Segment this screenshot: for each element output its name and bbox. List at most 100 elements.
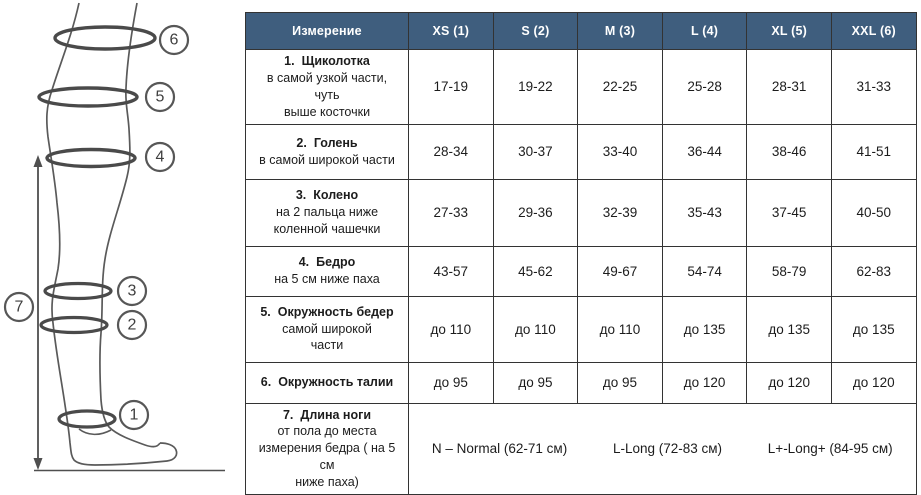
- column-header-size: M (3): [577, 12, 663, 50]
- measurement-label: 7. Длина ноги от пола до места измерения б…: [245, 402, 409, 495]
- size-value: до 95: [492, 361, 579, 404]
- size-value: до 120: [830, 361, 917, 404]
- column-header-size: XL (5): [746, 12, 832, 50]
- svg-text:4: 4: [156, 149, 165, 166]
- size-value: до 135: [746, 295, 832, 363]
- measurement-label: 5. Окружность бедер самой широкой части: [245, 295, 409, 363]
- column-header-size: XS (1): [408, 12, 494, 50]
- measurement-number: 2.: [296, 135, 307, 150]
- table-row: 4. Бедро на 5 см ниже паха 43-57 45-62 49-67 5…: [245, 245, 917, 297]
- size-value: 25-28: [661, 49, 748, 125]
- ring-3: [43, 281, 113, 301]
- size-value: до 120: [746, 361, 832, 404]
- size-value: 45-62: [492, 245, 579, 297]
- leg-length-options: N – Normal (62-71 см) L-Long (72-83 см) L+…: [408, 402, 917, 495]
- size-value: до 120: [661, 361, 748, 404]
- size-value: 54-74: [661, 245, 748, 297]
- measurement-title: 6. Окружность талии: [260, 375, 394, 390]
- arrow-down-icon: [33, 458, 43, 470]
- measure-marker-7: 7: [3, 291, 35, 323]
- measurement-title: 1. Щиколотка: [284, 54, 370, 68]
- measurement-number: 6.: [260, 375, 272, 390]
- table-row: 5. Окружность бедер самой широкой части до …: [245, 295, 917, 363]
- size-table-header: Измерение XS (1) S (2) M (3) L (4) XL (5) XXL …: [245, 12, 917, 50]
- size-value: 19-22: [492, 49, 579, 125]
- leg-outline-front: [98, 2, 161, 448]
- table-row: 7. Длина ноги от пола до места измерения б…: [245, 402, 917, 495]
- size-value: до 110: [492, 295, 579, 363]
- size-value: 62-83: [830, 245, 917, 297]
- size-value: 38-46: [746, 123, 832, 180]
- column-header-measurement: Измерение: [245, 12, 409, 50]
- size-value: 27-33: [408, 178, 494, 247]
- header-row: Измерение XS (1) S (2) M (3) L (4) XL (5) XXL …: [245, 12, 917, 50]
- measure-marker-3: 3: [116, 275, 148, 307]
- size-value: 58-79: [746, 245, 832, 297]
- svg-text:2: 2: [128, 317, 137, 334]
- column-header-size: XXL (6): [830, 12, 917, 50]
- size-value: 30-37: [492, 123, 579, 180]
- size-value: до 135: [830, 295, 917, 363]
- leg-length-option: L-Long (72-83 см): [612, 441, 723, 457]
- size-value: до 110: [577, 295, 663, 363]
- size-value: 35-43: [661, 178, 748, 247]
- size-value: 31-33: [830, 49, 917, 125]
- measurement-subtitle: от пола до места измерения бедра ( на 5 …: [258, 424, 396, 489]
- svg-text:1: 1: [130, 407, 139, 424]
- svg-text:6: 6: [170, 32, 179, 49]
- measurement-subtitle: самой широкой части: [282, 321, 372, 353]
- measurement-label: 2. Голень в самой широкой части: [245, 123, 409, 180]
- measure-marker-6: 6: [158, 24, 190, 56]
- measurement-label: 6. Окружность талии: [245, 361, 409, 404]
- size-value: 17-19: [408, 49, 494, 125]
- measurement-subtitle: на 2 пальца ниже коленной чашечки: [273, 205, 381, 236]
- measurement-subtitle: в самой широкой части: [259, 152, 395, 167]
- measurement-label: 3. Колено на 2 пальца ниже коленной чашечк…: [245, 178, 409, 247]
- size-value: 41-51: [830, 123, 917, 180]
- leg-length-option: L+-Long+ (84-95 см): [767, 441, 893, 457]
- size-value: 28-34: [408, 123, 494, 180]
- measure-marker-5: 5: [144, 81, 176, 113]
- size-value: 49-67: [577, 245, 663, 297]
- size-table: Измерение XS (1) S (2) M (3) L (4) XL (5) XXL …: [245, 12, 917, 495]
- ankle-crease-line: [78, 428, 112, 436]
- ring-4: [45, 147, 137, 169]
- leg-length-options-row: N – Normal (62-71 см) L-Long (72-83 см) L+…: [409, 441, 915, 457]
- size-value: 40-50: [830, 178, 917, 247]
- size-value: 28-31: [746, 49, 832, 125]
- measurement-title: 3. Колено: [295, 188, 359, 203]
- measurement-title: 7. Длина ноги: [282, 407, 372, 422]
- svg-text:5: 5: [156, 89, 165, 106]
- leg-length-option: N – Normal (62-71 см): [431, 441, 568, 457]
- arrow-up-icon: [33, 155, 43, 167]
- ring-2: [39, 315, 109, 335]
- sizing-chart-page: { "colors": { "header_bg": "#3f5e7e", "h…: [3, 2, 917, 495]
- size-value: 43-57: [408, 245, 494, 297]
- table-row: 1. Щиколотка в самой узкой части, чуть выш…: [245, 49, 917, 125]
- size-value: до 95: [577, 361, 663, 404]
- table-row: 6. Окружность талии до 95 до 95 до 95 до 120 д…: [245, 361, 917, 404]
- measure-marker-4: 4: [144, 141, 176, 173]
- ring-5: [37, 86, 139, 108]
- size-value: 29-36: [492, 178, 579, 247]
- svg-text:7: 7: [15, 299, 24, 316]
- svg-text:3: 3: [128, 283, 137, 300]
- column-header-size: S (2): [492, 12, 579, 50]
- table-row: 3. Колено на 2 пальца ниже коленной чашечк…: [245, 178, 917, 247]
- size-value: до 110: [408, 295, 494, 363]
- measurement-subtitle: в самой узкой части, чуть выше косточки: [266, 70, 388, 119]
- column-header-size: L (4): [661, 12, 748, 50]
- leg-outline-back: [45, 2, 178, 466]
- size-table-body: 1. Щиколотка в самой узкой части, чуть выш…: [245, 49, 917, 495]
- measurement-label: 1. Щиколотка в самой узкой части, чуть выш…: [245, 49, 409, 125]
- size-value: 37-45: [746, 178, 832, 247]
- measurement-title: 2. Голень: [296, 135, 358, 150]
- measurement-number: 1.: [284, 54, 295, 68]
- measurement-number: 5.: [260, 304, 271, 319]
- size-value: 22-25: [577, 49, 663, 125]
- size-value: 32-39: [577, 178, 663, 247]
- ring-1: [57, 409, 117, 429]
- measurement-title: 4. Бедро: [298, 255, 356, 270]
- measurement-subtitle: на 5 см ниже паха: [274, 272, 380, 286]
- size-value: 33-40: [577, 123, 663, 180]
